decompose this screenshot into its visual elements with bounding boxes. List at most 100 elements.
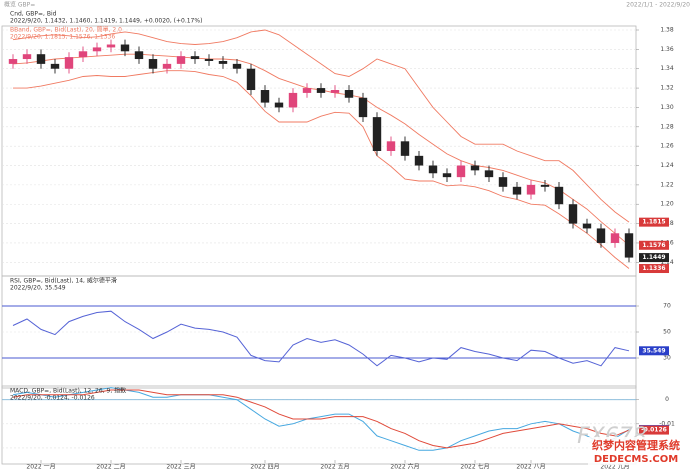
candle-body	[302, 88, 312, 93]
last-value-label: 1.1336	[642, 265, 665, 272]
last-value-label: 35.549	[642, 347, 665, 354]
last-value-label: 1.1449	[642, 254, 665, 261]
y-tick-label: 30	[663, 355, 671, 362]
band-lower	[13, 70, 630, 269]
series-line	[12, 387, 630, 451]
last-value-box	[639, 425, 669, 435]
pane-frame	[1, 385, 637, 465]
band-upper	[12, 29, 630, 223]
legend-values: 2022/9/20, -0.0124, -0.0126	[10, 395, 95, 402]
last-value-box	[639, 217, 669, 227]
candle-body	[526, 184, 536, 195]
candle-body	[176, 56, 186, 64]
candle-body	[414, 155, 424, 166]
y-tick-label: 70	[663, 303, 671, 310]
candle-body	[484, 170, 494, 178]
band-legend: BBand, GBP=, Bid(Last), 20, 簡單, 2.0	[10, 26, 122, 34]
candle-body	[148, 59, 158, 69]
candle-body	[274, 102, 284, 108]
candle-body	[554, 186, 564, 205]
candle-body	[498, 177, 508, 187]
y-tick-label: 1.14	[660, 259, 674, 266]
candle-body	[386, 141, 396, 151]
candle-body	[610, 233, 620, 243]
x-tick-label: 2022 二月	[96, 464, 125, 471]
x-tick-label: 2022 七月	[460, 463, 489, 471]
y-tick-label: 1.22	[660, 181, 674, 188]
candle-body	[344, 90, 354, 98]
y-tick-label: 0	[665, 396, 669, 403]
y-tick-label: 1.26	[660, 143, 674, 150]
candle-body	[596, 228, 606, 243]
y-tick-label: 1.30	[660, 104, 674, 111]
candle-body	[330, 90, 340, 93]
candle-body	[204, 59, 214, 61]
candle-body	[470, 165, 480, 171]
candle-body	[36, 54, 46, 64]
candle-body	[316, 88, 326, 93]
candle-body	[358, 97, 368, 118]
candle-body	[456, 165, 466, 178]
watermark-site: DEDECMS.COM	[594, 454, 678, 465]
candle-body	[540, 184, 550, 187]
watermark-site-cn: 织梦内容管理系统	[592, 438, 680, 452]
top-right-caption: 2022/1/1 - 2022/9/20	[626, 2, 690, 9]
candle-body	[372, 117, 382, 151]
candle-body	[120, 44, 130, 52]
candle-body	[624, 233, 634, 258]
candle-body	[582, 223, 592, 229]
top-left-caption: 概览 GBP=	[4, 1, 35, 9]
legend-title: RSI, GBP=, Bid(Last), 14, 威尔德平滑	[10, 277, 117, 285]
y-tick-label: 1.34	[660, 65, 674, 72]
y-tick-label: -0.01	[659, 420, 675, 427]
candle-body	[134, 51, 144, 60]
y-tick-label: 1.24	[660, 162, 674, 169]
candle-body	[568, 204, 578, 224]
y-tick-label: 1.32	[660, 85, 674, 92]
last-value-label: 1.1576	[642, 242, 665, 249]
legend-title: Cnd, GBP=, Bid	[10, 11, 57, 18]
last-value-box	[639, 240, 669, 250]
candle-body	[400, 141, 410, 156]
last-value-label: -0.0126	[641, 427, 667, 434]
last-value-box	[639, 253, 669, 263]
y-tick-label: 1.38	[660, 27, 674, 34]
x-tick-label: 2022 八月	[516, 464, 545, 471]
y-tick-label: 1.36	[660, 46, 674, 53]
legend-values: 2022/9/20, 1.1432, 1.1460, 1.1419, 1.144…	[10, 18, 202, 25]
x-tick-label: 2022 九月	[600, 463, 629, 471]
candle-body	[22, 54, 32, 60]
candle-body	[8, 59, 18, 64]
candle-body	[442, 173, 452, 178]
series-line	[12, 310, 630, 367]
watermark-box	[588, 437, 688, 465]
candle-body	[64, 57, 74, 69]
candle-body	[232, 63, 242, 69]
y-tick-label: 1.20	[660, 201, 674, 208]
last-value-box	[639, 346, 669, 356]
candle-body	[218, 60, 228, 64]
candle-body	[78, 51, 88, 58]
series-line	[12, 389, 630, 449]
candle-body	[246, 68, 256, 91]
candle-body	[92, 47, 102, 52]
last-value-box	[639, 264, 669, 274]
x-tick-label: 2022 一月	[26, 464, 55, 471]
x-tick-label: 2022 四月	[250, 464, 279, 471]
candle-body	[162, 63, 172, 69]
legend-values: 2022/9/20, 35.549	[10, 285, 66, 292]
x-tick-label: 2022 五月	[320, 464, 349, 471]
candle-body	[288, 92, 298, 108]
candle-body	[428, 165, 438, 174]
candle-body	[512, 186, 522, 195]
x-tick-label: 2022 三月	[166, 464, 195, 471]
band-legend-values: 2022/9/20, 1.1815, 1.1576, 1.1336	[10, 34, 115, 41]
candle-body	[260, 90, 270, 103]
y-tick-label: 50	[663, 329, 671, 336]
last-value-label: 1.1815	[642, 219, 665, 226]
legend-title: MACD, GBP=, Bid(Last), 12, 26, 9, 指数	[10, 387, 126, 395]
candle-body	[190, 56, 200, 60]
x-tick-label: 2022 六月	[390, 463, 419, 471]
